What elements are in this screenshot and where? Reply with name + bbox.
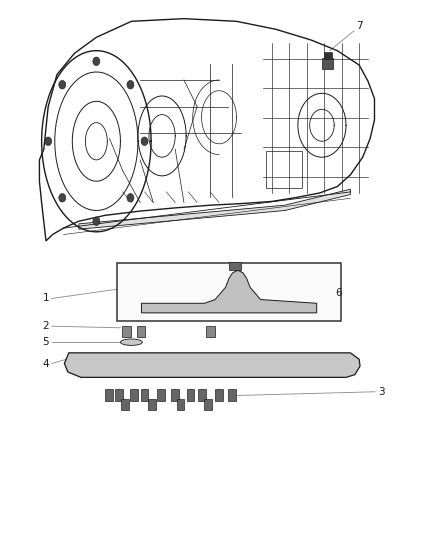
Bar bbox=[204, 399, 212, 410]
Bar bbox=[198, 389, 206, 401]
Bar bbox=[228, 389, 236, 401]
Bar bbox=[206, 326, 215, 337]
Bar bbox=[115, 389, 123, 401]
Circle shape bbox=[59, 80, 66, 89]
Text: 6: 6 bbox=[335, 288, 342, 298]
Bar bbox=[187, 389, 194, 401]
Text: 4: 4 bbox=[42, 359, 49, 368]
Bar bbox=[148, 399, 156, 410]
Circle shape bbox=[93, 57, 100, 66]
Bar bbox=[324, 52, 332, 59]
Bar bbox=[122, 326, 131, 337]
Bar bbox=[137, 326, 145, 337]
Bar bbox=[117, 263, 341, 321]
Bar bbox=[121, 399, 129, 410]
Circle shape bbox=[45, 137, 52, 146]
Text: 1: 1 bbox=[42, 294, 49, 303]
Bar bbox=[105, 389, 113, 401]
Bar bbox=[266, 151, 302, 188]
Bar bbox=[215, 389, 223, 401]
Bar bbox=[130, 389, 138, 401]
Bar bbox=[141, 389, 148, 401]
Polygon shape bbox=[79, 189, 350, 229]
Bar bbox=[157, 389, 165, 401]
Text: 2: 2 bbox=[42, 321, 49, 331]
Polygon shape bbox=[141, 270, 317, 313]
Circle shape bbox=[141, 137, 148, 146]
Polygon shape bbox=[64, 353, 360, 377]
Bar bbox=[322, 58, 333, 69]
Bar bbox=[171, 389, 179, 401]
Circle shape bbox=[127, 80, 134, 89]
Bar bbox=[177, 399, 184, 410]
Circle shape bbox=[59, 193, 66, 202]
Text: 5: 5 bbox=[42, 337, 49, 347]
Text: 3: 3 bbox=[378, 387, 385, 397]
Text: 7: 7 bbox=[356, 21, 363, 30]
Circle shape bbox=[127, 193, 134, 202]
Ellipse shape bbox=[120, 339, 142, 345]
Bar bbox=[229, 262, 241, 270]
Circle shape bbox=[93, 217, 100, 225]
